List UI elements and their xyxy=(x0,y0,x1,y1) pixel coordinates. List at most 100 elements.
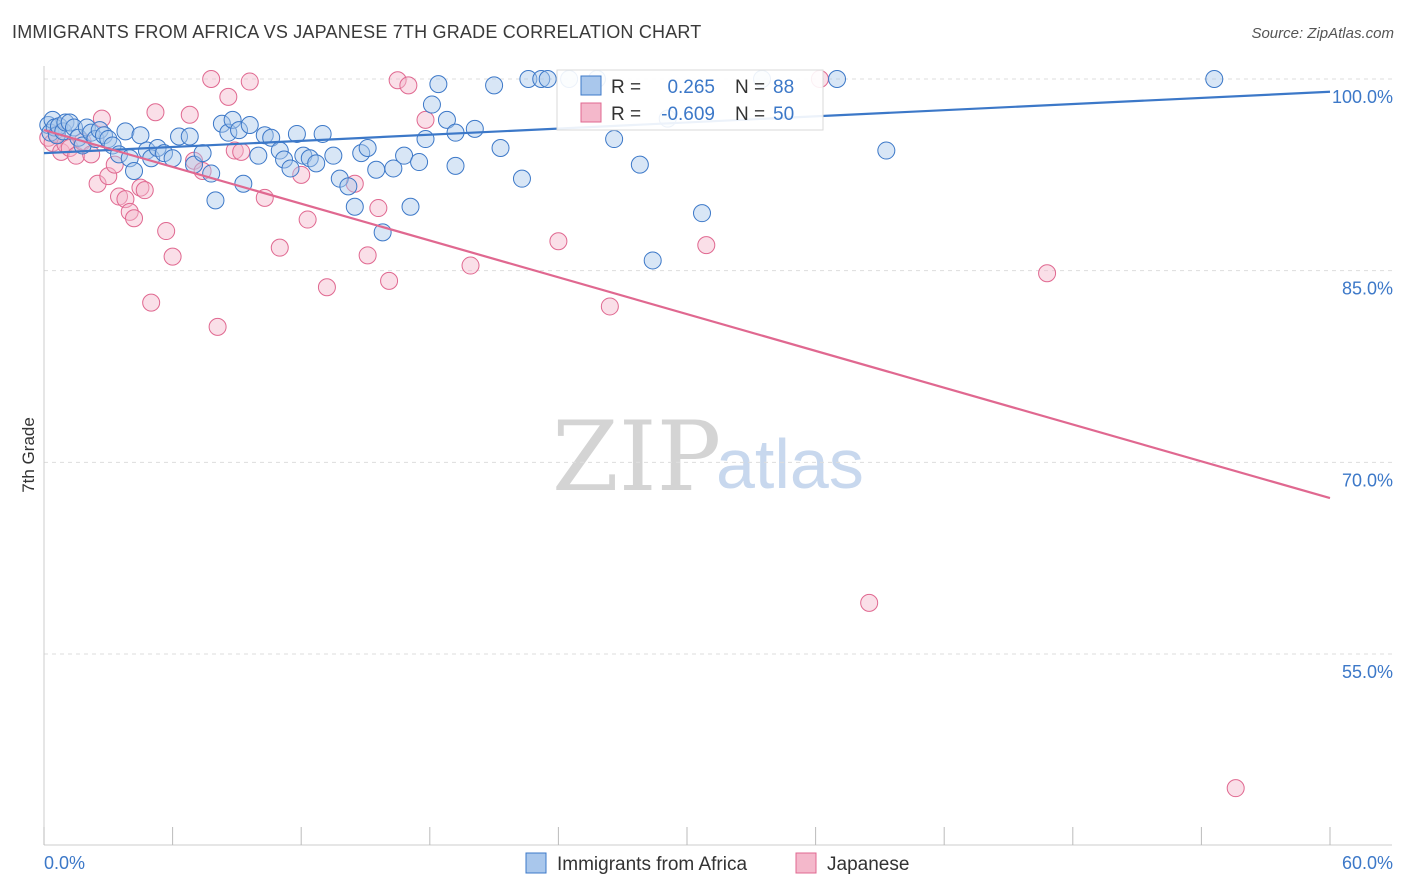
africa-point-40 xyxy=(240,116,259,134)
bottom-legend-swatch-japanese xyxy=(795,852,817,874)
legend-swatch-africa xyxy=(580,75,602,96)
africa-point-6 xyxy=(54,122,73,141)
africa-point-47 xyxy=(287,124,306,143)
africa-point-61 xyxy=(395,146,414,165)
japanese-point-51 xyxy=(1226,779,1245,798)
bottom-legend-swatch-africa xyxy=(525,852,547,874)
africa-point-27 xyxy=(155,144,174,163)
africa-point-38 xyxy=(230,121,249,140)
japanese-point-26 xyxy=(202,70,221,88)
africa-point-52 xyxy=(324,146,343,165)
africa-point-73 xyxy=(512,169,531,188)
africa-point-66 xyxy=(429,75,448,94)
japanese-point-11 xyxy=(99,167,118,186)
japanese-point-23 xyxy=(180,105,199,124)
japanese-point-47 xyxy=(697,236,716,255)
y-axis-title: 7th Grade xyxy=(19,417,38,493)
africa-point-22 xyxy=(125,162,144,180)
axes xyxy=(43,66,1392,846)
japanese-point-34 xyxy=(292,165,311,184)
africa-point-9 xyxy=(65,118,84,137)
africa-point-75 xyxy=(532,70,551,88)
x-ticks xyxy=(43,827,1331,845)
africa-point-29 xyxy=(170,127,189,146)
africa-point-30 xyxy=(180,127,199,146)
africa-point-20 xyxy=(116,122,135,141)
japanese-point-22 xyxy=(163,247,182,266)
japanese-point-43 xyxy=(416,110,435,129)
legend-swatch-japanese xyxy=(580,102,602,123)
japanese-point-40 xyxy=(380,271,399,290)
y-tick-label-3: 100.0% xyxy=(1332,87,1393,107)
africa-point-46 xyxy=(281,159,300,178)
africa-point-23 xyxy=(131,126,150,145)
japanese-point-41 xyxy=(388,71,407,90)
africa-point-62 xyxy=(401,197,420,216)
japanese-trend-line xyxy=(43,129,1331,500)
japanese-point-50 xyxy=(1038,264,1057,283)
africa-point-34 xyxy=(206,191,225,210)
africa-point-37 xyxy=(223,110,242,129)
y-tick-label-1: 70.0% xyxy=(1342,470,1393,490)
japanese-point-9 xyxy=(88,174,107,193)
japanese-point-21 xyxy=(157,222,176,241)
africa-point-60 xyxy=(384,159,403,178)
japanese-point-31 xyxy=(240,72,259,91)
africa-point-85 xyxy=(828,70,847,88)
legend-n-label-japanese: N = xyxy=(735,104,765,125)
africa-point-64 xyxy=(416,130,435,149)
japanese-point-16 xyxy=(125,209,144,228)
africa-point-87 xyxy=(1205,70,1224,88)
y-tick-label-2: 85.0% xyxy=(1342,279,1393,299)
chart-source: Source: ZipAtlas.com xyxy=(1251,25,1394,42)
chart-title: IMMIGRANTS FROM AFRICA VS JAPANESE 7TH G… xyxy=(12,22,702,42)
japanese-point-35 xyxy=(298,210,317,229)
grid-lines xyxy=(44,78,1392,655)
africa-point-50 xyxy=(307,154,326,173)
legend-r-value-japanese: -0.609 xyxy=(661,104,715,125)
africa-point-7 xyxy=(56,113,75,132)
africa-point-55 xyxy=(345,197,364,216)
africa-point-80 xyxy=(630,155,649,174)
africa-point-69 xyxy=(465,119,484,138)
bottom-legend: Immigrants from Africa Japanese xyxy=(525,852,909,875)
watermark-zip: ZIP xyxy=(552,401,721,513)
japanese-point-27 xyxy=(208,317,227,336)
africa-point-41 xyxy=(249,146,268,165)
japanese-point-39 xyxy=(369,199,388,218)
africa-point-81 xyxy=(643,251,662,270)
japanese-point-38 xyxy=(358,246,377,265)
africa-point-45 xyxy=(275,150,294,169)
japanese-point-44 xyxy=(461,256,480,275)
africa-point-79 xyxy=(605,130,624,149)
japanese-point-42 xyxy=(399,76,418,95)
bottom-legend-japanese: Japanese xyxy=(827,854,909,875)
africa-point-58 xyxy=(367,160,386,179)
africa-point-86 xyxy=(877,141,896,160)
africa-point-32 xyxy=(193,144,212,163)
japanese-point-33 xyxy=(270,238,289,257)
japanese-point-36 xyxy=(317,278,336,297)
legend: R = 0.265 N = 88 R = -0.609 N = 50 xyxy=(556,69,824,131)
japanese-point-30 xyxy=(232,142,251,161)
legend-n-value-japanese: 50 xyxy=(773,104,794,125)
africa-point-70 xyxy=(446,156,465,175)
x-tick-label-end: 60.0% xyxy=(1342,853,1393,873)
africa-point-57 xyxy=(358,139,377,157)
y-tick-labels: 55.0% 70.0% 85.0% 100.0% xyxy=(1332,87,1393,682)
africa-point-35 xyxy=(212,114,231,133)
japanese-point-29 xyxy=(225,141,244,160)
legend-n-value-africa: 88 xyxy=(773,77,794,98)
japanese-point-45 xyxy=(549,232,568,251)
x-tick-label-start: 0.0% xyxy=(44,853,85,873)
africa-point-72 xyxy=(491,139,510,157)
japanese-point-19 xyxy=(142,293,161,312)
africa-point-54 xyxy=(339,177,358,196)
africa-point-83 xyxy=(693,204,712,223)
japanese-point-12 xyxy=(105,155,124,174)
y-tick-label-0: 55.0% xyxy=(1342,662,1393,682)
africa-point-51 xyxy=(313,124,332,143)
legend-r-label-africa: R = xyxy=(611,77,641,98)
africa-point-71 xyxy=(485,76,504,95)
